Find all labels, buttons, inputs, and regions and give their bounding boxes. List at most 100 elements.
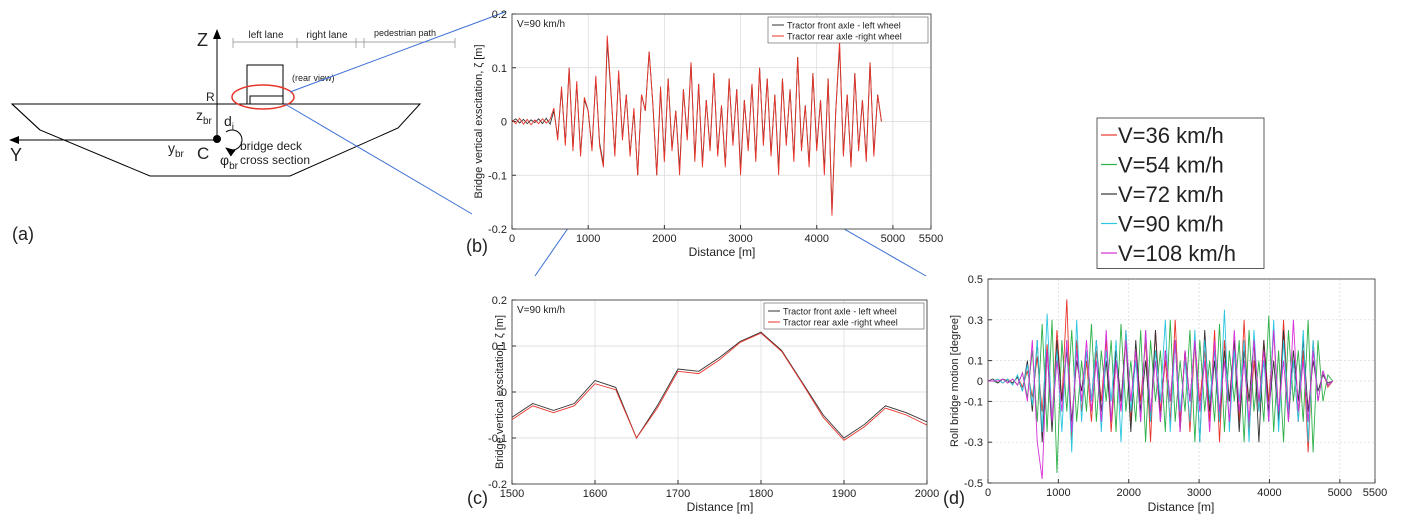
legend-label: V=90 km/h [1118, 212, 1224, 237]
vehicle-axle [249, 95, 284, 105]
axis-label: Z [197, 30, 208, 50]
x-tick-label: 2000 [1116, 487, 1140, 499]
y-tick-label: 0.2 [492, 9, 507, 21]
axis-label: Y [10, 145, 22, 165]
y-tick-label: 0 [977, 376, 983, 388]
x-axis-label: Distance [m] [689, 245, 756, 259]
point-label: R [206, 90, 215, 104]
symbol-label: ybr [168, 140, 185, 160]
y-tick-label: -0.5 [964, 478, 983, 490]
x-tick-label: 5500 [919, 233, 943, 245]
x-tick-label: 1700 [666, 488, 690, 500]
x-tick-label: 4000 [804, 233, 828, 245]
x-tick-label: 1600 [583, 488, 607, 500]
x-tick-label: 2000 [915, 488, 939, 500]
panel-label: (c) [467, 488, 488, 508]
symbol: z [196, 107, 203, 123]
y-tick-label: 0.3 [968, 315, 983, 327]
legend-label: V=36 km/h [1118, 123, 1224, 148]
x-axis-label: Distance [m] [1148, 500, 1215, 514]
lane-label: left lane [248, 30, 283, 41]
y-tick-label: 0.1 [492, 341, 507, 353]
legend-box [767, 16, 929, 44]
x-tick-label: 0 [985, 487, 991, 499]
x-tick-label: 3000 [1187, 487, 1211, 499]
legend-label: V=108 km/h [1118, 241, 1236, 266]
x-tick-label: 1000 [1046, 487, 1070, 499]
x-tick-label: 5500 [1363, 487, 1387, 499]
subscript: i [232, 122, 234, 133]
legend-label: V=54 km/h [1118, 153, 1224, 178]
deck-inner-line [11, 103, 41, 131]
subscript: br [229, 161, 239, 172]
y-tick-label: 0.1 [968, 356, 983, 368]
y-tick-label: 0.1 [492, 63, 507, 75]
x-tick-label: 1000 [576, 233, 600, 245]
x-tick-label: 4000 [1257, 487, 1281, 499]
legend-label: V=72 km/h [1118, 182, 1224, 207]
x-tick-label: 2000 [652, 233, 676, 245]
symbol: φ [220, 152, 229, 168]
y-tick-label: 0 [501, 117, 507, 129]
center-point [213, 135, 221, 143]
series-line [988, 319, 1334, 479]
plot-frame [511, 299, 928, 485]
y-tick-label: -0.1 [488, 433, 507, 445]
panel-label: (d) [943, 488, 965, 508]
chart-title: V=90 km/h [517, 19, 565, 30]
x-tick-label: 5000 [1328, 487, 1352, 499]
plot-frame [511, 13, 932, 230]
x-tick-label: 0 [509, 233, 515, 245]
x-tick-label: 3000 [728, 233, 752, 245]
legend-label: Tractor front axle - left wheel [787, 21, 901, 31]
symbol-label: di [224, 113, 234, 133]
legend-label: Tractor rear axle -right wheel [783, 318, 898, 328]
series-line [511, 35, 882, 216]
view-label: (rear view) [292, 73, 335, 83]
panel-label: (a) [12, 224, 34, 244]
subscript: br [175, 149, 185, 160]
symbol: y [168, 140, 175, 156]
y-axis-label: Roll bridge motion [degree] [949, 315, 961, 447]
y-tick-label: -0.2 [488, 479, 507, 491]
x-tick-label: 1800 [749, 488, 773, 500]
series-line [511, 332, 928, 441]
legend-label: Tractor front axle - left wheel [783, 307, 897, 317]
point-label: C [197, 144, 209, 163]
x-tick-label: 1900 [832, 488, 856, 500]
x-tick-label: 1500 [500, 488, 524, 500]
y-tick-label: 0 [501, 387, 507, 399]
y-tick-label: -0.3 [964, 437, 983, 449]
legend-box [763, 302, 925, 330]
section-label: cross section [240, 153, 310, 167]
connector [289, 11, 506, 93]
y-tick-label: 0.5 [968, 274, 983, 286]
plot-frame [987, 278, 1376, 484]
lane-label: pedestrian path [374, 28, 436, 38]
connector [284, 103, 473, 215]
y-tick-label: -0.2 [488, 224, 507, 236]
bridge-diagram [9, 29, 456, 177]
y-axis-label: Bridge vertical exscitation, ζ [m] [473, 44, 485, 198]
symbol: d [224, 113, 232, 129]
symbol-label: φbr [220, 152, 239, 172]
rotation-arc [225, 129, 243, 157]
panel-label: (b) [466, 236, 488, 256]
y-tick-label: -0.1 [488, 170, 507, 182]
chart-title: V=90 km/h [517, 305, 565, 316]
lane-label: right lane [306, 30, 348, 41]
x-axis-label: Distance [m] [687, 500, 754, 514]
legend-box [1096, 117, 1265, 269]
y-tick-label: 0.2 [492, 295, 507, 307]
legend-label: Tractor rear axle -right wheel [787, 32, 902, 42]
subscript: br [203, 116, 213, 127]
highlight-ellipse [231, 84, 295, 110]
series-line [511, 331, 928, 439]
symbol-label: zbr [196, 107, 213, 127]
section-label: bridge deck [240, 139, 303, 153]
y-tick-label: -0.1 [964, 396, 983, 408]
y-axis-label: Bridge vertical exscitation, ζ [m] [494, 315, 506, 469]
x-tick-label: 5000 [881, 233, 905, 245]
